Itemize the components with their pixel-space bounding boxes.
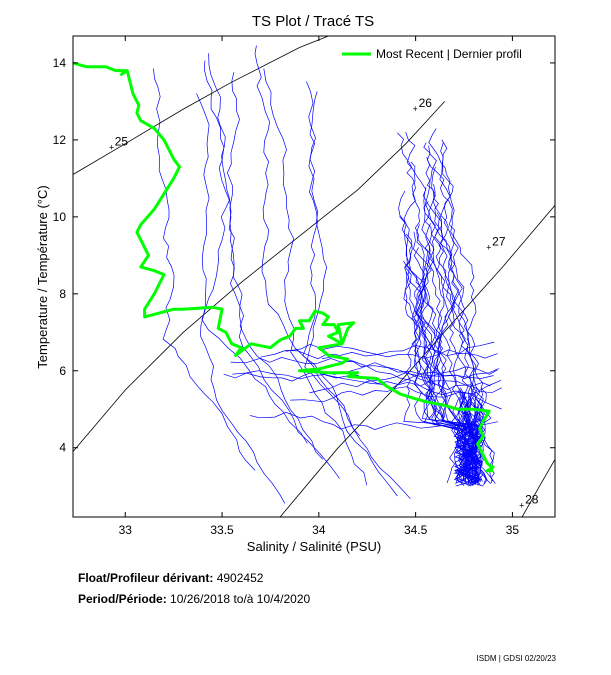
profile-trace bbox=[304, 91, 411, 499]
y-tick-label: 4 bbox=[59, 441, 66, 455]
contour-plus-mark: + bbox=[519, 500, 524, 510]
contour-plus-mark: + bbox=[109, 143, 114, 153]
x-tick-label: 33 bbox=[119, 523, 133, 537]
profile-trace bbox=[250, 411, 498, 430]
y-tick-label: 14 bbox=[53, 56, 67, 70]
y-axis: 4 6 8 10 12 14 bbox=[53, 56, 555, 455]
period-from: 10/26/2018 bbox=[170, 592, 231, 606]
contour-label: 28 bbox=[525, 492, 539, 506]
profile-trace bbox=[404, 271, 482, 486]
profile-trace bbox=[230, 357, 500, 380]
contour-plus-mark: + bbox=[486, 243, 491, 253]
float-label: Float/Profileur dérivant: bbox=[78, 571, 214, 585]
profile-trace bbox=[403, 260, 480, 487]
period-label: Period/Période: bbox=[78, 592, 167, 606]
x-tick-label: 34.5 bbox=[404, 523, 428, 537]
profile-trace bbox=[263, 68, 368, 486]
x-tick-label: 34 bbox=[312, 523, 326, 537]
profile-trace bbox=[309, 366, 498, 394]
sigma-contour-28 bbox=[521, 459, 555, 517]
profile-trace bbox=[153, 68, 256, 471]
profile-trace bbox=[404, 233, 483, 480]
period-info: Period/Période: 10/26/2018 to/à 10/4/202… bbox=[78, 592, 310, 606]
density-contours: +25+ 26+ 27+ 28 bbox=[73, 36, 555, 517]
profile-trace bbox=[457, 409, 492, 485]
profile-trace bbox=[302, 81, 398, 497]
profile-trace bbox=[208, 53, 323, 460]
sigma-contour-25 bbox=[73, 36, 329, 175]
recent-profile-line bbox=[73, 61, 495, 473]
float-value: 4902452 bbox=[216, 571, 264, 585]
profile-history bbox=[153, 45, 502, 504]
most-recent-profile bbox=[73, 61, 495, 473]
profile-trace bbox=[260, 350, 502, 410]
period-to: 10/4/2020 bbox=[256, 592, 311, 606]
plot-frame bbox=[72, 35, 556, 518]
period-to-label: to/à bbox=[233, 592, 254, 606]
x-tick-label: 33.5 bbox=[210, 523, 234, 537]
profile-trace bbox=[196, 93, 286, 504]
profile-trace bbox=[321, 345, 498, 359]
legend: Most Recent | Dernier profil bbox=[342, 47, 522, 61]
profile-trace bbox=[463, 386, 476, 485]
contour-label: 25 bbox=[115, 135, 129, 149]
credit: ISDM | GDSI 02/20/23 bbox=[476, 654, 556, 663]
contour-label: 27 bbox=[492, 235, 506, 249]
legend-entry: Most Recent | Dernier profil bbox=[376, 47, 522, 61]
chart-title: TS Plot / Tracé TS bbox=[252, 13, 374, 30]
profile-trace bbox=[446, 396, 461, 484]
profile-trace bbox=[459, 391, 470, 485]
y-tick-label: 12 bbox=[53, 133, 67, 147]
profile-trace bbox=[232, 370, 491, 388]
sigma-contour-27 bbox=[279, 205, 555, 517]
float-info: Float/Profileur dérivant: 4902452 bbox=[78, 571, 263, 585]
y-tick-label: 8 bbox=[59, 287, 66, 301]
profile-trace bbox=[403, 161, 484, 482]
profile-trace bbox=[472, 397, 479, 484]
profile-trace bbox=[285, 341, 495, 359]
contour-plus-mark: + bbox=[413, 104, 418, 114]
y-tick-label: 10 bbox=[53, 210, 67, 224]
profile-trace bbox=[201, 60, 308, 444]
y-axis-label: Temperature / Température (°C) bbox=[35, 185, 50, 368]
sigma-contour-26 bbox=[73, 101, 445, 452]
profile-trace bbox=[465, 416, 477, 486]
x-axis: 33 33.5 34 34.5 35 bbox=[119, 36, 520, 537]
profile-trace bbox=[227, 72, 340, 479]
x-axis-label: Salinity / Salinité (PSU) bbox=[247, 539, 381, 554]
y-tick-label: 6 bbox=[59, 364, 66, 378]
x-tick-label: 35 bbox=[506, 523, 520, 537]
contour-label: 26 bbox=[419, 96, 433, 110]
